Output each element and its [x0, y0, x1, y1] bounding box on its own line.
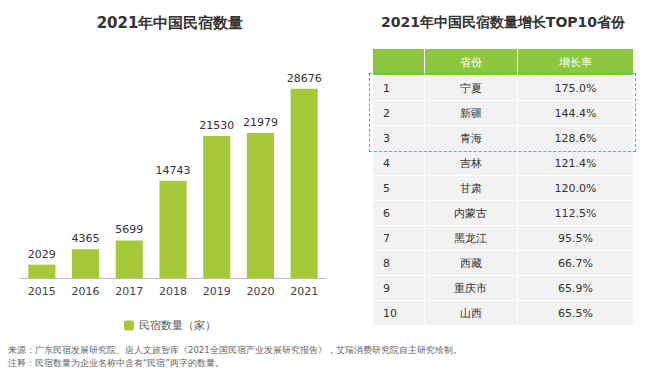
html-text:增长率: 增长率 — [559, 55, 592, 69]
html-text:128.6%: 128.6% — [554, 131, 597, 145]
svg-text:14743: 14743 — [156, 164, 191, 177]
html-text:66.7%: 66.7% — [558, 256, 593, 270]
html-text:6: 6 — [383, 206, 390, 220]
svg-text:2018: 2018 — [159, 285, 187, 298]
html-text:8: 8 — [383, 256, 390, 270]
html-text:5: 5 — [383, 181, 390, 195]
html-text:7: 7 — [383, 231, 390, 245]
html-text:重庆市: 重庆市 — [454, 281, 488, 295]
svg-text:2020: 2020 — [246, 285, 274, 298]
html-text:10: 10 — [383, 306, 397, 320]
html-text:175.0%: 175.0% — [554, 81, 597, 95]
html-text:宁夏: 宁夏 — [460, 81, 482, 95]
svg-text:2017: 2017 — [115, 285, 143, 298]
html-text:2021年中国民宿数量增长TOP10省份: 2021年中国民宿数量增长TOP10省份 — [380, 14, 626, 30]
html-text:注释：民宿数量为企业名称中含有“民宿”两字的数量。: 注释：民宿数量为企业名称中含有“民宿”两字的数量。 — [8, 358, 224, 368]
html-text:内蒙古: 内蒙古 — [454, 206, 488, 220]
html-text:112.5%: 112.5% — [554, 206, 597, 220]
svg-text:21979: 21979 — [243, 116, 278, 129]
html-text:新疆: 新疆 — [460, 106, 482, 120]
html-text:山西: 山西 — [460, 306, 482, 320]
html-text:4: 4 — [383, 156, 390, 170]
html-text:65.9%: 65.9% — [558, 281, 593, 295]
html-text:121.4%: 121.4% — [554, 156, 597, 170]
html-text:来源：广东民宿发展研究院、唐人文旅智库《2021全国民宿产业: 来源：广东民宿发展研究院、唐人文旅智库《2021全国民宿产业发展研究报告》，艾瑞… — [8, 345, 462, 355]
html-text:95.5%: 95.5% — [558, 231, 593, 245]
html-text:省份: 省份 — [460, 55, 482, 69]
svg-text:2016: 2016 — [72, 285, 100, 298]
html-text:1: 1 — [383, 81, 390, 95]
svg-text:2015: 2015 — [28, 285, 56, 298]
svg-text:4365: 4365 — [72, 232, 100, 245]
svg-text:民宿数量（家）: 民宿数量（家） — [139, 319, 216, 332]
svg-text:21530: 21530 — [199, 119, 234, 132]
svg-text:2029: 2029 — [28, 248, 56, 261]
html-text:65.5%: 65.5% — [558, 306, 593, 320]
html-text:黑龙江: 黑龙江 — [454, 231, 488, 245]
svg-text:2021: 2021 — [290, 285, 318, 298]
html-text:120.0%: 120.0% — [554, 181, 597, 195]
html-text:吉林: 吉林 — [460, 156, 482, 170]
html-text:9: 9 — [383, 281, 390, 295]
html-text:3: 3 — [383, 131, 390, 145]
html-text:2: 2 — [383, 106, 390, 120]
svg-text:2019: 2019 — [203, 285, 231, 298]
html-text:144.4%: 144.4% — [554, 106, 597, 120]
svg-text:5699: 5699 — [115, 223, 143, 236]
svg-text:28676: 28676 — [287, 72, 322, 85]
html-text:甘肃: 甘肃 — [460, 181, 482, 195]
html-text:青海: 青海 — [460, 131, 482, 145]
svg-text:2021年中国民宿数量: 2021年中国民宿数量 — [97, 14, 244, 32]
html-text:西藏: 西藏 — [460, 256, 482, 270]
